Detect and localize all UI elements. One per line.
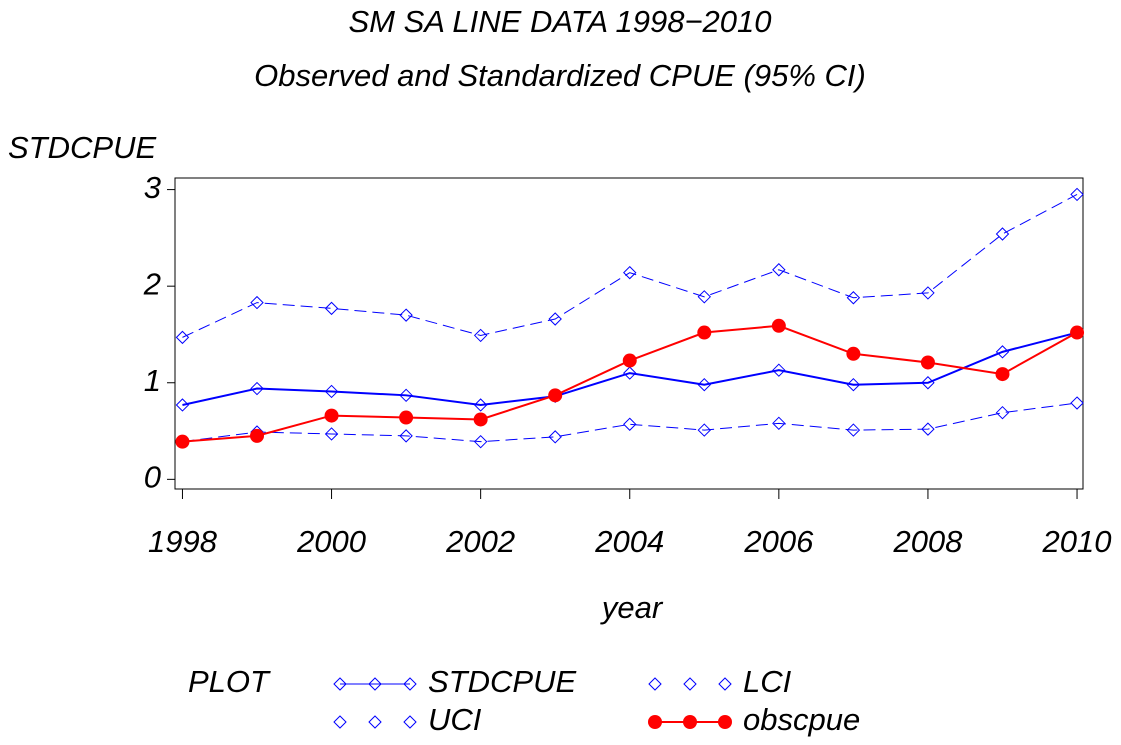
- marker: [399, 429, 413, 443]
- legend-label: obscpue: [743, 702, 860, 737]
- marker: [333, 715, 347, 729]
- marker: [920, 355, 935, 370]
- marker: [683, 677, 697, 691]
- legend-label: STDCPUE: [428, 664, 576, 699]
- chart-title: SM SA LINE DATA 1998−2010: [348, 4, 771, 39]
- marker: [548, 430, 562, 444]
- marker: [1070, 396, 1084, 410]
- marker: [995, 405, 1010, 420]
- x-tick-label: 2004: [594, 524, 664, 559]
- marker: [846, 377, 861, 392]
- marker: [333, 677, 347, 691]
- marker: [250, 381, 264, 396]
- marker: [921, 376, 935, 390]
- marker: [697, 290, 712, 304]
- marker: [846, 346, 861, 361]
- marker: [250, 428, 265, 443]
- marker: [623, 366, 637, 380]
- marker: [697, 423, 712, 437]
- line: [182, 324, 1078, 443]
- marker: [718, 677, 732, 691]
- x-tick-label: 1998: [148, 524, 218, 559]
- marker: [623, 417, 637, 431]
- y-tick-label: 1: [144, 363, 161, 398]
- marker: [648, 715, 662, 729]
- y-tick-label: 2: [143, 266, 161, 301]
- marker: [368, 677, 382, 691]
- marker: [921, 286, 935, 300]
- plot-frame: [174, 177, 1084, 490]
- legend-item: LCI: [648, 664, 792, 699]
- marker: [368, 715, 382, 729]
- marker: [697, 325, 712, 340]
- marker: [473, 412, 488, 427]
- marker: [175, 330, 190, 345]
- marker: [772, 363, 786, 377]
- marker: [403, 677, 417, 691]
- marker: [324, 301, 339, 316]
- chart-subtitle: Observed and Standardized CPUE (95% CI): [254, 58, 866, 93]
- marker: [846, 423, 861, 437]
- x-tick-label: 2010: [1042, 524, 1112, 559]
- marker: [399, 410, 414, 425]
- marker: [1070, 187, 1084, 202]
- marker: [175, 398, 190, 412]
- y-tick-label: 0: [144, 460, 161, 495]
- marker: [921, 422, 935, 436]
- marker: [995, 345, 1010, 359]
- x-tick-label: 2008: [892, 524, 963, 559]
- marker: [648, 677, 662, 691]
- x-tick-label: 2000: [296, 524, 366, 559]
- marker: [772, 263, 786, 277]
- marker: [771, 318, 786, 333]
- series: [175, 325, 1084, 412]
- y-tick-label: 3: [144, 170, 161, 205]
- marker: [846, 291, 861, 305]
- marker: [718, 715, 732, 729]
- marker: [548, 312, 562, 326]
- marker: [399, 308, 413, 322]
- x-tick-label: 2002: [445, 524, 515, 559]
- legend-item: STDCPUE: [333, 664, 576, 699]
- marker: [995, 227, 1010, 241]
- y-axis-label: STDCPUE: [8, 130, 156, 165]
- legend-label: LCI: [743, 664, 792, 699]
- marker: [473, 434, 488, 449]
- series: [175, 396, 1084, 449]
- marker: [995, 367, 1010, 382]
- marker: [772, 416, 786, 431]
- marker: [403, 715, 417, 729]
- marker: [250, 295, 264, 310]
- legend-label: UCI: [428, 702, 482, 737]
- x-tick-label: 2006: [743, 524, 814, 559]
- legend-title: PLOT: [188, 664, 271, 699]
- marker: [473, 328, 488, 343]
- marker: [1070, 325, 1085, 340]
- marker: [683, 715, 697, 729]
- marker: [324, 408, 339, 423]
- marker: [548, 388, 563, 403]
- marker: [622, 353, 637, 368]
- marker: [324, 384, 339, 399]
- x-axis-label: year: [600, 590, 664, 625]
- legend-item: UCI: [333, 702, 482, 737]
- line: [182, 402, 1078, 443]
- series: [175, 318, 1085, 449]
- marker: [324, 427, 339, 441]
- marker: [473, 398, 488, 412]
- line: [182, 331, 1078, 406]
- series: [175, 187, 1084, 345]
- marker: [623, 265, 637, 280]
- legend-item: obscpue: [648, 702, 860, 737]
- line: [182, 193, 1078, 338]
- marker: [697, 377, 712, 392]
- marker: [175, 434, 190, 449]
- marker: [399, 388, 413, 403]
